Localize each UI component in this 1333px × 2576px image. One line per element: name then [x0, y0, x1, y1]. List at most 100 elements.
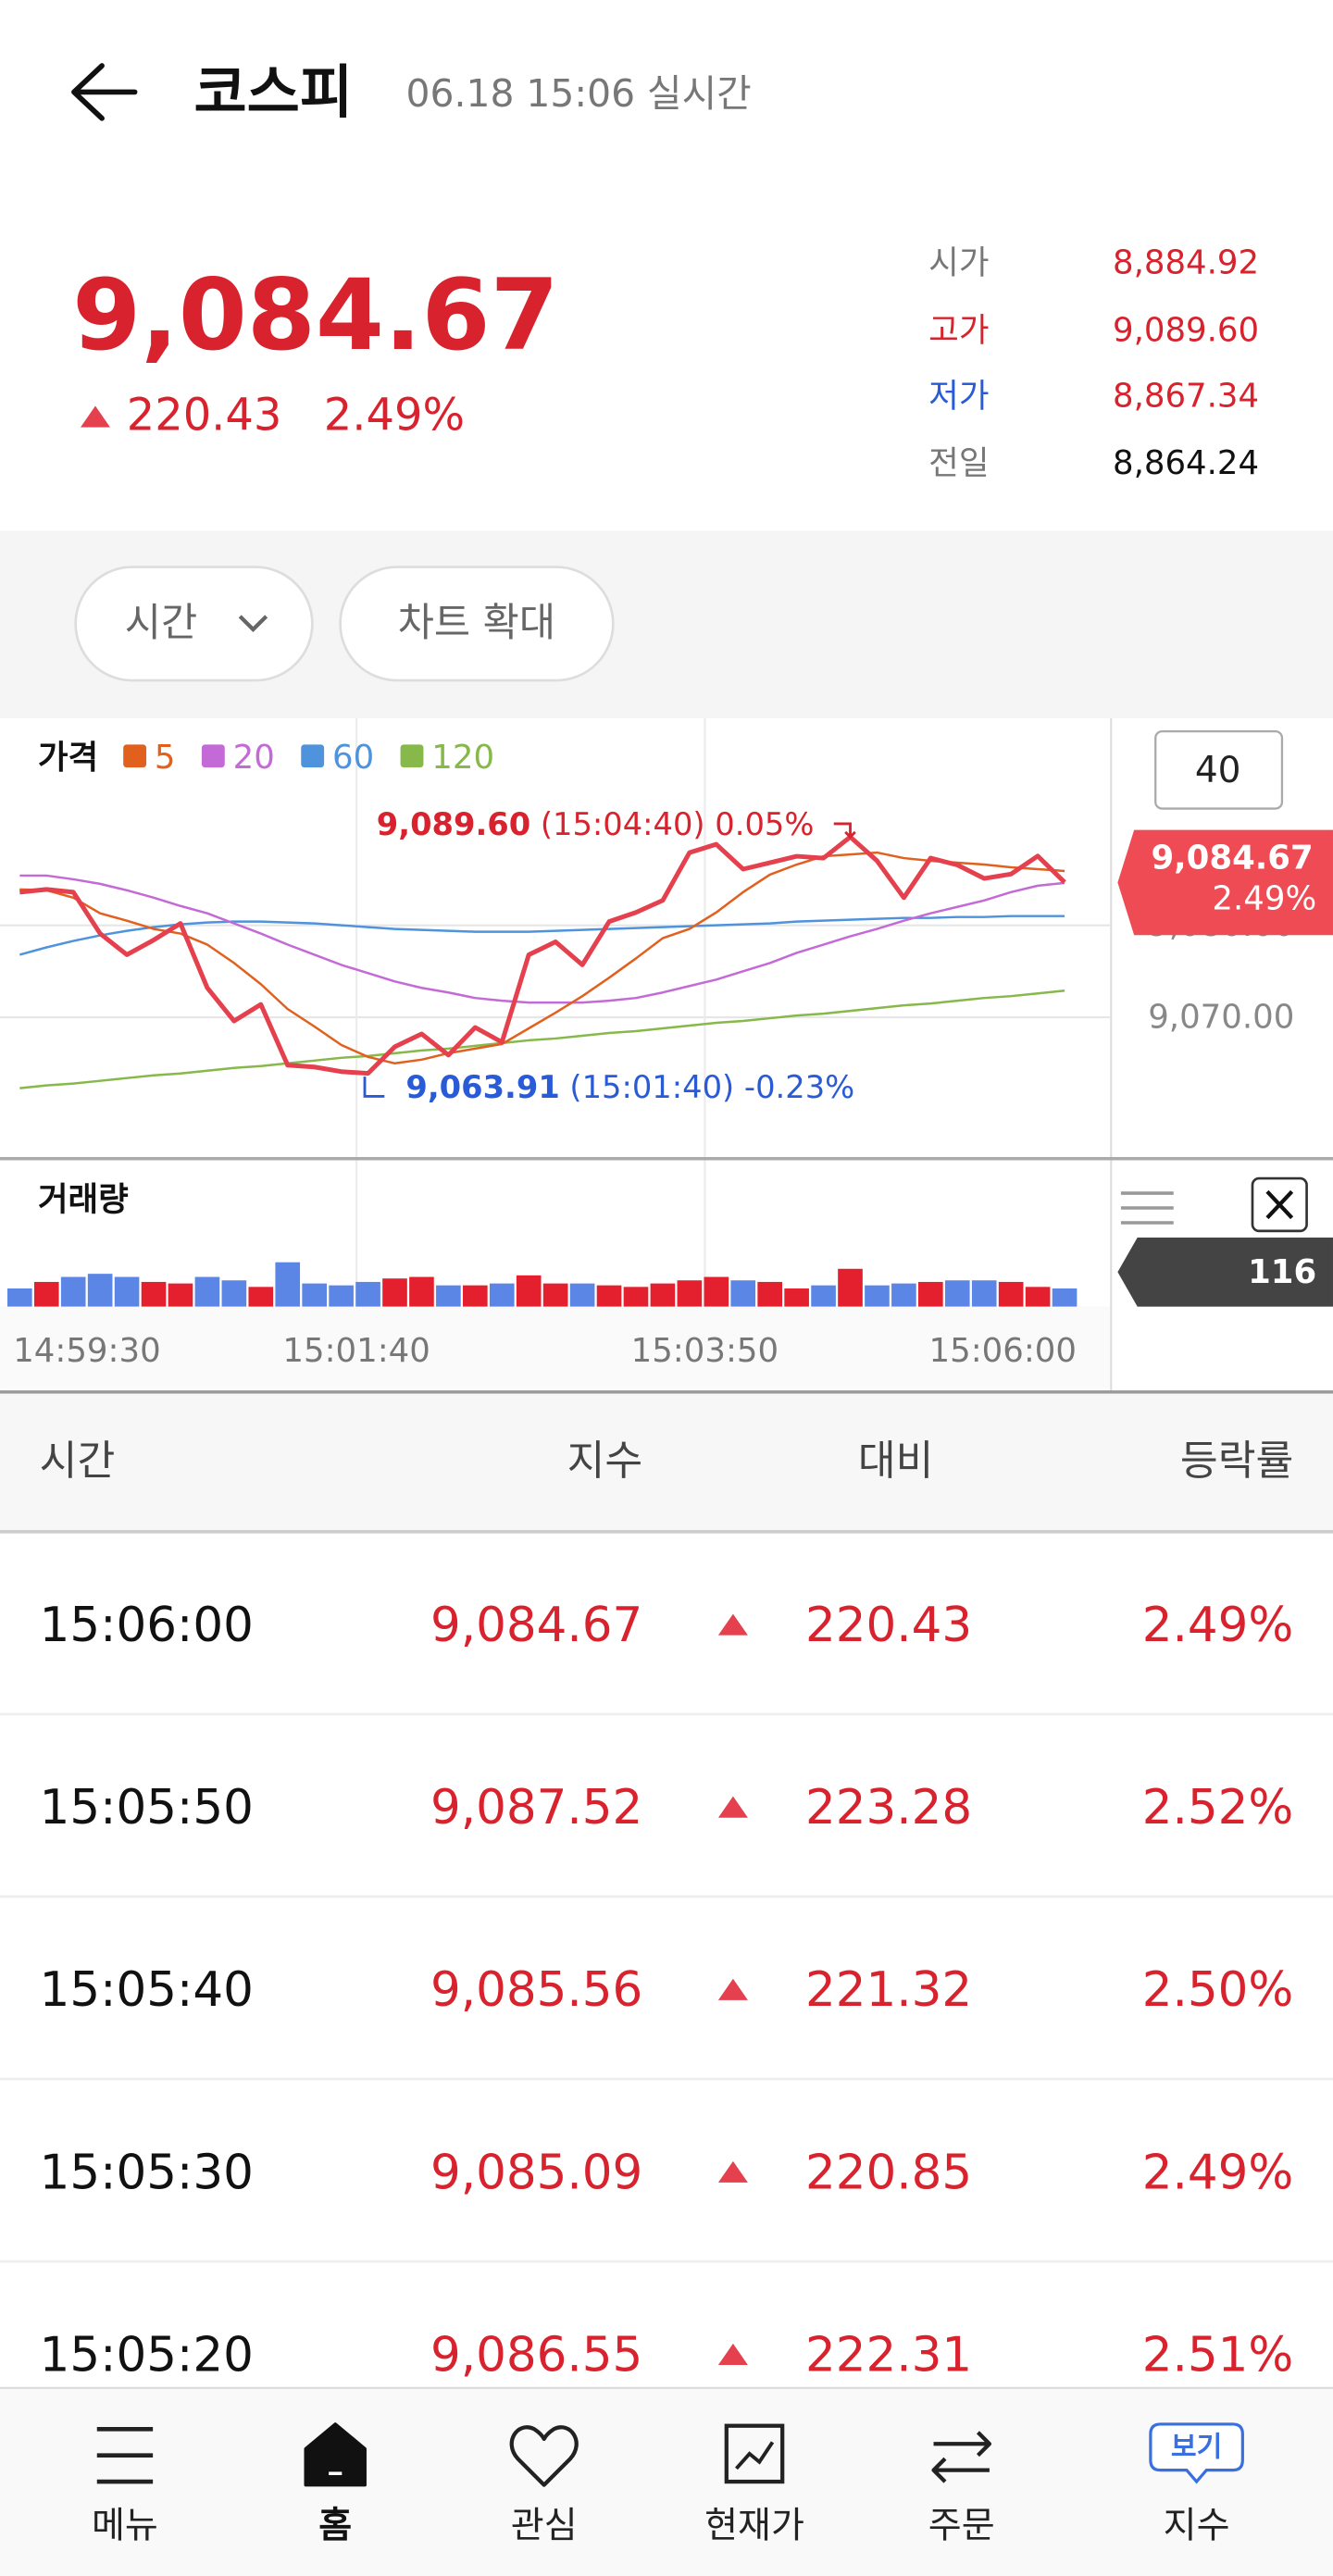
- chart-icon-line[interactable]: [735, 2441, 775, 2470]
- close-icon[interactable]: [1265, 1189, 1294, 1220]
- cell-change: 223.28: [805, 1780, 972, 1836]
- volume-bar: [436, 1285, 461, 1307]
- nav-label[interactable]: 메뉴: [92, 2506, 158, 2547]
- legend-label: 60: [332, 739, 374, 777]
- pill[interactable]: [339, 566, 615, 682]
- heart-icon[interactable]: [509, 2425, 579, 2487]
- volume-bar: [194, 1276, 220, 1307]
- menu-icon[interactable]: [96, 2426, 154, 2484]
- change: 220.43: [127, 391, 282, 442]
- up-icon: [717, 1796, 748, 1818]
- volume-bar: [87, 1274, 113, 1307]
- x-tick-label: 15:03:50: [631, 1332, 779, 1370]
- volume-menu[interactable]: [1120, 1191, 1174, 1225]
- period[interactable]: 40: [1195, 750, 1241, 791]
- price-tag-rate: 2.49%: [1212, 880, 1316, 918]
- nav-label[interactable]: 주문: [928, 2506, 995, 2547]
- cell-rate: 2.49%: [1142, 2145, 1294, 2200]
- nav-home[interactable]: 홈: [304, 2422, 367, 2547]
- column-header: 지수: [567, 1437, 643, 1485]
- volume-bar: [33, 1281, 59, 1307]
- stat-label: 저가: [928, 377, 989, 415]
- up-icon: [717, 2160, 748, 2183]
- nav-label[interactable]: 현재가: [704, 2506, 804, 2547]
- volume-bar: [596, 1285, 622, 1307]
- chart-icon[interactable]: [724, 2423, 785, 2484]
- annotation-hook: [363, 1076, 385, 1098]
- nav-menu[interactable]: 메뉴: [92, 2426, 158, 2547]
- nav-label[interactable]: 관심: [511, 2506, 578, 2547]
- volume-bar: [971, 1280, 997, 1307]
- volume-bar: [168, 1283, 193, 1307]
- volume-bar: [409, 1276, 434, 1307]
- price-tag: [1117, 829, 1333, 936]
- cell-change: 221.32: [805, 1962, 972, 2018]
- x-tick-label: 15:06:00: [929, 1332, 1077, 1370]
- nav-price[interactable]: 현재가: [704, 2423, 804, 2547]
- legend-swatch: [201, 744, 225, 768]
- nav-label[interactable]: 지수: [1164, 2506, 1230, 2547]
- annotation-hook: [833, 822, 856, 840]
- time-button[interactable]: 시간: [74, 566, 314, 682]
- order-icon[interactable]: [931, 2431, 992, 2483]
- cell-change: 222.31: [805, 2327, 972, 2383]
- pill-label[interactable]: 차트 확대: [398, 600, 555, 646]
- y-tick-label: 9,070.00: [1148, 999, 1294, 1037]
- annotation-detail: (15:04:40) 0.05%: [541, 805, 815, 841]
- x-tick-label: 14:59:30: [13, 1332, 160, 1370]
- legend-swatch: [400, 744, 424, 768]
- cell-rate: 2.50%: [1142, 1962, 1294, 2018]
- menu-icon[interactable]: [1120, 1191, 1174, 1225]
- stat-value: 8,864.24: [1113, 444, 1259, 482]
- volume-bar: [7, 1288, 32, 1307]
- price: 9,084.67: [72, 258, 559, 373]
- back-button[interactable]: [71, 63, 138, 121]
- badge-label[interactable]: 보기: [1171, 2431, 1223, 2463]
- volume-bar: [489, 1283, 515, 1307]
- nav-order[interactable]: 주문: [928, 2431, 995, 2547]
- badge[interactable]: [1149, 2422, 1244, 2484]
- volume-bar: [891, 1283, 916, 1307]
- annotation-detail: (15:01:40) -0.23%: [569, 1068, 854, 1104]
- cell-rate: 2.51%: [1142, 2327, 1294, 2383]
- back-icon[interactable]: [71, 63, 138, 121]
- pill[interactable]: [74, 566, 314, 682]
- volume-bar: [757, 1281, 782, 1307]
- ma-line: [19, 874, 1065, 1004]
- cell-rate: 2.52%: [1142, 1780, 1294, 1836]
- volume-bar: [248, 1287, 274, 1307]
- period-box[interactable]: [1154, 729, 1284, 810]
- home-icon[interactable]: [304, 2422, 367, 2487]
- nav-label[interactable]: 홈: [318, 2506, 352, 2547]
- volume-bar: [463, 1285, 488, 1307]
- chevron[interactable]: [238, 615, 268, 633]
- nav-index[interactable]: 보기 지수: [1149, 2422, 1244, 2547]
- ma-line: [19, 989, 1065, 1089]
- volume-bar: [516, 1275, 542, 1307]
- table-header-bg: [0, 1393, 1333, 1532]
- nav-favorite[interactable]: 관심: [509, 2425, 579, 2547]
- volume-bar: [944, 1280, 970, 1307]
- cell-change: 220.85: [805, 2145, 972, 2200]
- cell-index: 9,084.67: [430, 1598, 642, 1653]
- legend-swatch: [123, 744, 147, 768]
- nav-bg: [0, 2387, 1333, 2576]
- pill-label[interactable]: 시간: [125, 600, 197, 646]
- close-volume[interactable]: [1251, 1176, 1308, 1233]
- cell-time: 15:06:00: [40, 1598, 254, 1653]
- volume-bar: [998, 1281, 1024, 1307]
- zoom-button[interactable]: 차트 확대: [339, 566, 615, 682]
- cell-time: 15:05:30: [40, 2145, 254, 2200]
- volume-bar: [623, 1287, 649, 1307]
- cell-index: 9,086.55: [430, 2327, 642, 2383]
- cell-rate: 2.49%: [1142, 1598, 1294, 1653]
- volume-bar: [569, 1283, 595, 1307]
- legend-label: 5: [155, 739, 176, 777]
- annotation: 9,063.91 (15:01:40) -0.23%: [405, 1068, 854, 1104]
- volume-title: 거래량: [38, 1181, 129, 1219]
- price-line: [19, 834, 1066, 1076]
- up-icon: [81, 405, 110, 428]
- volume-bar: [355, 1281, 380, 1307]
- stat-label: 전일: [928, 444, 989, 482]
